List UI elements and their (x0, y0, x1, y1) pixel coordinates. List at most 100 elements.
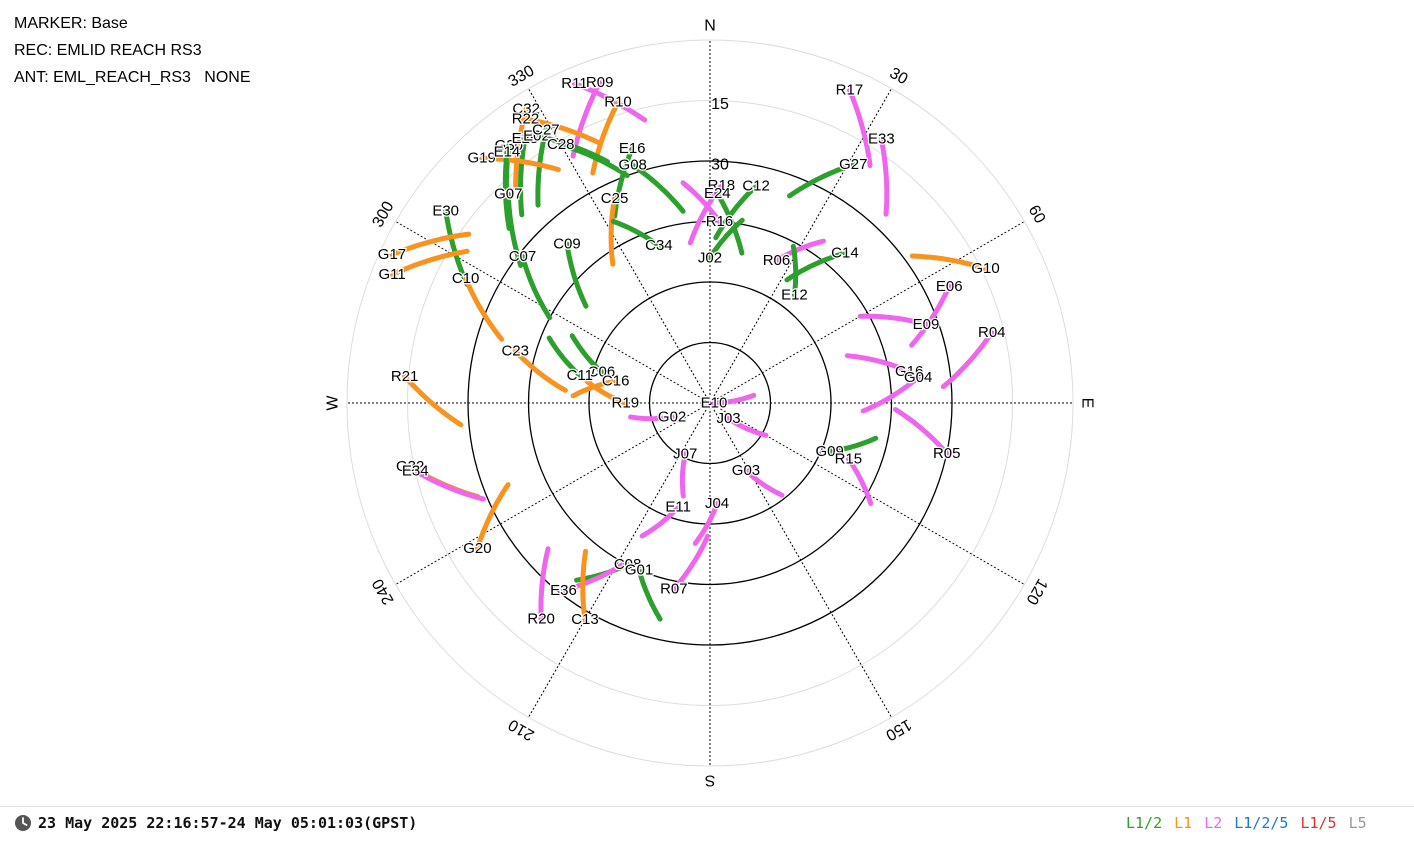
satellite-label: C32 (512, 100, 540, 117)
satellite-track (412, 468, 486, 502)
satellite-label: G08 (619, 157, 647, 174)
satellite-track (505, 191, 524, 268)
satellite-label: G27 (839, 156, 867, 173)
satellite-track (538, 546, 551, 622)
direction-label: W (325, 395, 342, 411)
satellite-label: C27 (532, 121, 560, 138)
satellite-track (569, 333, 604, 375)
satellite-label: E33 (868, 131, 895, 148)
satellite-label: R06 (763, 252, 791, 269)
satellite-track (474, 482, 511, 551)
satellite-track (520, 254, 553, 321)
satellite-track (860, 374, 921, 414)
satellite-track (558, 142, 630, 179)
satellite-track (402, 373, 464, 428)
satellite-label: E14 (494, 144, 521, 161)
satellite-track (463, 276, 505, 342)
satellite-label: R05 (933, 445, 961, 462)
satellite-label: G30 (495, 137, 523, 154)
satellite-track (630, 162, 686, 214)
satellite-track (512, 348, 568, 393)
satellite-label: E09 (913, 316, 940, 333)
satellite-track (389, 231, 472, 258)
horizon-ring (346, 39, 1074, 767)
satellite-label: G19 (468, 150, 496, 167)
azimuth-line (709, 402, 892, 718)
satellite-track (714, 190, 745, 256)
satellite-label: J03 (716, 410, 740, 427)
azimuth-tick-label: 60 (1025, 203, 1049, 227)
satellite-label: E24 (704, 185, 731, 202)
azimuth-line (395, 221, 711, 404)
satellite-label: C08 (614, 556, 642, 573)
elevation-tick-label: 30 (711, 157, 729, 174)
satellite-label: R04 (978, 324, 1006, 341)
satellite-track (790, 243, 799, 298)
legend-entry: L1/5 (1300, 814, 1337, 832)
satellite-label: E02 (523, 127, 550, 144)
satellite-track (535, 127, 549, 208)
window-bottom (0, 838, 1414, 856)
satellite-track (679, 451, 688, 499)
satellite-track (517, 136, 528, 218)
satellite-label: G20 (463, 540, 491, 557)
satellite-track (502, 149, 512, 231)
satellite-label: R07 (660, 581, 688, 598)
direction-label: E (1079, 398, 1096, 409)
satellite-label: G07 (494, 186, 522, 203)
azimuth-line (709, 221, 1025, 404)
satellite-track (846, 87, 873, 169)
satellite-label: G04 (904, 369, 932, 386)
satellite-track (580, 548, 589, 623)
satellite-track (909, 283, 952, 348)
satellite-track (707, 217, 745, 261)
satellite-track (687, 183, 724, 246)
satellite-label: G03 (732, 462, 760, 479)
satellite-label: J04 (705, 495, 729, 512)
time-range: 23 May 2025 22:16:57-24 May 05:01:03(GPS… (38, 814, 418, 832)
elevation-ring (407, 100, 1013, 706)
satellite-track (561, 560, 628, 593)
satellite-label: G17 (378, 246, 406, 263)
satellite-label: E30 (432, 202, 459, 219)
satellite-label: C07 (509, 248, 537, 265)
satellite-track (612, 145, 635, 219)
satellite-label: E06 (936, 278, 963, 295)
satellite-track (389, 248, 470, 278)
signal-legend: L1/2 L1 L2 L1/2/5 L1/5 L5 (1114, 814, 1414, 832)
satellite-track (680, 180, 722, 225)
satellite-label: C10 (452, 270, 480, 287)
satellite-label: R18 (708, 177, 736, 194)
satellite-track (844, 353, 912, 374)
satellite-track (845, 456, 874, 506)
satellite-label: R11 (561, 75, 587, 92)
satellite-label: R22 (512, 110, 540, 127)
satellite-label: C16 (602, 373, 630, 390)
satellite-label: C14 (831, 245, 859, 262)
satellite-track (857, 313, 929, 327)
satellite-label: E16 (619, 140, 646, 157)
satellite-label: E12 (781, 286, 808, 303)
satellite-label: J02 (698, 249, 722, 266)
satellite-label: R19 (612, 395, 640, 412)
legend-entry: L5 (1348, 814, 1367, 832)
satellite-label: E11 (665, 499, 691, 516)
satellite-label: R15 (835, 450, 863, 467)
satellite-label: C06 (588, 363, 616, 380)
satellite-label: J07 (673, 445, 697, 462)
satellite-track (713, 183, 759, 241)
satellite-track (671, 533, 711, 592)
satellite-track (940, 330, 995, 390)
satellite-label: E10 (701, 395, 728, 412)
satellite-label: R21 (391, 368, 419, 385)
receiver-info: MARKER: Base REC: EMLID REACH RS3 ANT: E… (14, 10, 251, 91)
satellite-label: C09 (553, 236, 581, 253)
satellite-label: C11 (567, 367, 593, 384)
satellite-label: G11 (379, 266, 406, 283)
antenna-label: ANT: EML_REACH_RS3 NONE (14, 69, 251, 86)
satellite-label: E34 (402, 463, 429, 480)
elevation-tick-label: 15 (711, 96, 729, 113)
azimuth-line (528, 88, 711, 404)
azimuth-tick-label: 30 (887, 65, 911, 89)
